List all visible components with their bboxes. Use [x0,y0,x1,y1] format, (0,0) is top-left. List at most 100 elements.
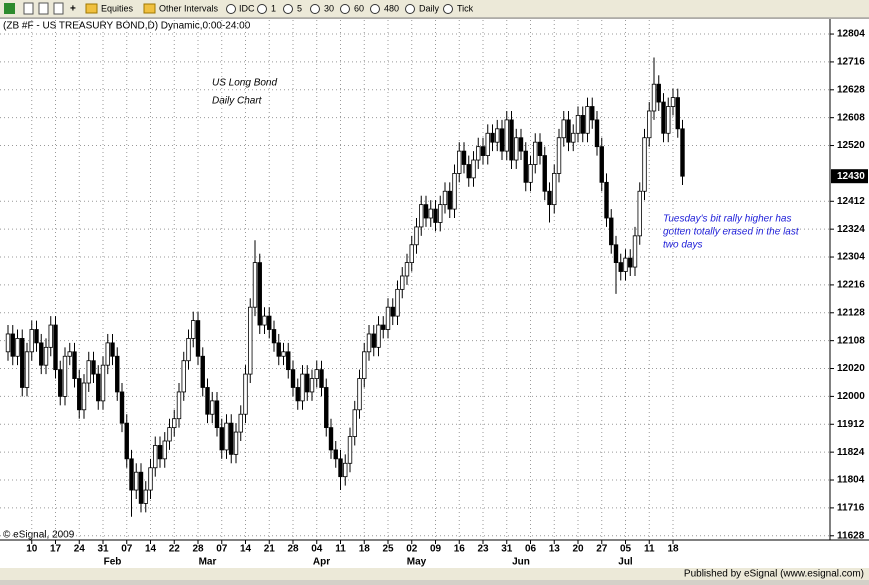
toolbar-item[interactable]: 1 [271,3,276,13]
candle-body [100,364,106,402]
icon[interactable] [443,4,453,14]
candle-body [319,369,324,388]
candle-body [20,338,25,388]
candle-body [414,226,419,246]
toolbar-item[interactable]: Equities [101,3,134,13]
x-tick-label: 31 [97,544,109,555]
icon[interactable] [226,4,236,14]
candle-body [309,378,315,393]
month-label: Jun [512,557,530,568]
toolbar-item[interactable]: 480 [384,3,399,13]
candle-body [34,329,39,344]
candle-body [661,101,666,134]
x-tick-label: 07 [121,544,133,555]
candle-body [200,355,205,388]
candle-body [233,431,239,455]
candle-body [476,146,481,161]
candle-body [637,190,642,237]
candle-body [243,373,248,415]
candle-body [10,333,15,357]
y-tick-label: 12412 [837,196,865,207]
candle-body [556,137,562,174]
candle-body [305,373,310,393]
toolbar [0,0,869,18]
candle-body [381,324,386,330]
icon[interactable] [310,4,320,14]
last-price-box [831,169,868,184]
candle-body [124,422,129,460]
candle-body [143,489,148,504]
toolbar-item[interactable]: 30 [324,3,334,13]
x-tick-label: 06 [525,544,537,555]
x-tick-label: 22 [169,544,181,555]
y-tick-label: 12628 [837,84,865,95]
candle-body [409,244,414,264]
candle-body [419,204,424,228]
icon[interactable] [53,2,64,15]
candle-body [400,275,405,290]
candle-body [29,329,34,353]
candle-body [433,208,438,223]
toolbar-item[interactable]: Other Intervals [159,3,219,13]
candle-body [86,360,91,384]
candle-body [58,369,63,397]
candle-body [333,449,338,460]
candle-body [39,342,44,366]
candle-body [461,150,467,165]
candle-body [366,333,372,353]
candle-body [613,244,619,264]
annotation: US Long Bond [212,78,277,89]
x-tick-label: 07 [216,544,228,555]
icon[interactable] [23,2,34,15]
month-label: Mar [199,557,217,568]
icon[interactable] [340,4,350,14]
candle-body [495,128,500,143]
toolbar-item[interactable]: 5 [297,3,302,13]
icon[interactable] [370,4,380,14]
icon[interactable] [405,4,415,14]
candle-body [599,146,604,183]
x-tick-label: 13 [549,544,561,555]
candle-body [490,132,495,143]
x-tick-label: 05 [620,544,632,555]
candle-body [485,132,490,156]
last-price-label: 12430 [837,171,865,182]
candle-body [666,106,671,134]
x-tick-label: 18 [667,544,679,555]
toolbar-item[interactable]: Daily [419,3,440,13]
icon[interactable] [257,4,267,14]
candle-body [257,262,262,326]
candle-body [390,306,395,317]
folder-icon[interactable] [85,3,98,14]
toolbar-item[interactable]: IDC [239,3,255,13]
icon[interactable] [4,3,15,14]
x-tick-label: 27 [596,544,608,555]
toolbar-item[interactable]: 60 [354,3,364,13]
folder-icon[interactable] [143,3,156,14]
candle-body [395,288,400,317]
candle-body [219,427,224,451]
x-tick-label: 14 [145,544,157,555]
y-tick-label: 11716 [837,503,865,514]
candle-body [205,387,210,415]
candle-body [642,137,647,192]
candle-body [181,360,186,393]
icon[interactable] [38,2,49,15]
candle-body [509,119,514,161]
icon[interactable]: + [70,4,76,15]
candle-body [157,445,163,460]
candle-body [499,128,505,152]
x-tick-label: 25 [382,544,394,555]
candle-body [191,320,196,339]
candle-body [105,342,110,366]
candle-body [224,422,229,451]
icon[interactable] [283,4,293,14]
x-tick-label: 09 [430,544,442,555]
candle-body [176,391,182,420]
candle-body [376,324,381,348]
candle-body [324,387,329,429]
candle-body [115,355,120,393]
toolbar-item[interactable]: Tick [457,3,474,13]
y-tick-label: 12324 [837,224,865,235]
